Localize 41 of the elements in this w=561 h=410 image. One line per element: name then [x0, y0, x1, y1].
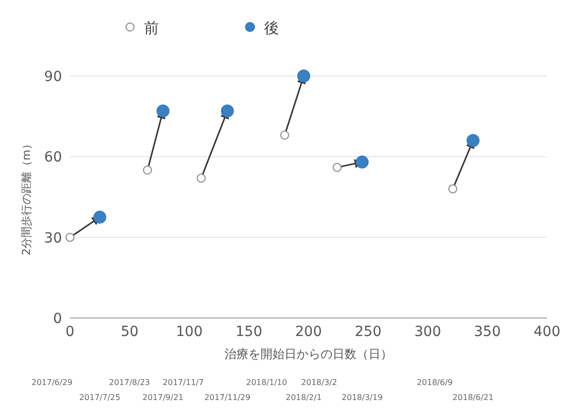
x-tick-label: 150 [236, 324, 262, 340]
y-axis-title: 2分間歩行の距離（m） [20, 138, 33, 256]
point [156, 104, 170, 118]
x-tick-label: 50 [120, 324, 139, 340]
point [196, 174, 206, 183]
x-tick-label: 300 [414, 324, 442, 340]
y-tick-label: 30 [44, 230, 62, 246]
point [93, 210, 106, 224]
legend-label: 後 [264, 19, 279, 37]
text: 2017/11/29 [204, 393, 250, 402]
text: 2018/1/10 [246, 378, 288, 387]
x-tick-label: 100 [176, 324, 203, 340]
x-tick-label: 250 [354, 324, 382, 340]
text: 2018/3/19 [342, 393, 383, 402]
y-tick-label: 0 [53, 311, 62, 327]
point [356, 156, 369, 169]
point [448, 184, 458, 194]
point [280, 130, 290, 140]
point [66, 232, 74, 242]
x-tick-label: 0 [66, 324, 74, 340]
point [332, 162, 342, 172]
text: 2018/6/21 [452, 393, 494, 402]
y-tick-label: 60 [44, 150, 62, 166]
legend-label: 前 [144, 19, 159, 37]
text: 2017/9/21 [142, 393, 184, 402]
point [297, 70, 310, 82]
y-tick-label: 90 [44, 69, 62, 85]
x-tick-label: 350 [474, 324, 501, 340]
x-tick-label: 200 [295, 324, 322, 340]
text: 2017/6/29 [31, 378, 73, 387]
text: 2017/7/25 [79, 393, 120, 402]
text: 2018/6/9 [416, 378, 453, 387]
text: 2017/8/23 [108, 378, 150, 387]
text: 2017/11/7 [162, 378, 204, 387]
text: 2018/2/1 [286, 393, 322, 402]
x-axis-title: 治療を開始日からの日数（日） [224, 347, 392, 361]
point [143, 166, 152, 175]
point [466, 134, 480, 148]
x-tick-label: 400 [534, 324, 560, 340]
text: 2018/3/2 [301, 378, 338, 387]
point [220, 104, 234, 118]
